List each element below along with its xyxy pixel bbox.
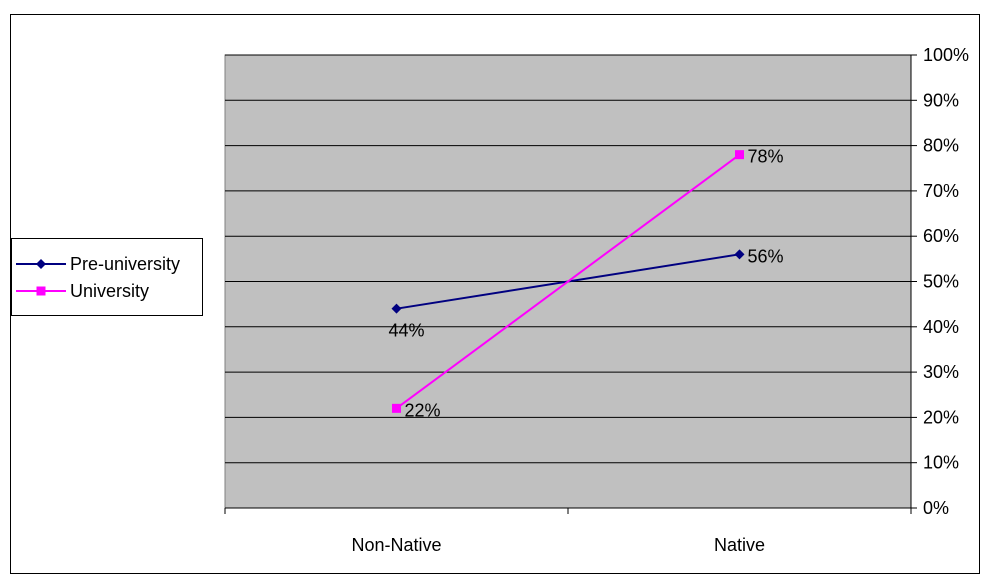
y-tick-label: 10% bbox=[923, 453, 959, 473]
legend-item-pre-university: Pre-university bbox=[12, 253, 202, 275]
data-point bbox=[391, 303, 402, 314]
data-label: 44% bbox=[389, 321, 425, 341]
x-tick-label: Non-Native bbox=[351, 535, 441, 555]
data-point bbox=[734, 249, 745, 260]
legend: Pre-university University bbox=[11, 238, 203, 316]
data-label: 78% bbox=[748, 147, 784, 167]
data-label: 22% bbox=[405, 400, 441, 420]
x-tick-label: Native bbox=[714, 535, 765, 555]
y-tick-label: 50% bbox=[923, 272, 959, 292]
y-tick-label: 40% bbox=[923, 317, 959, 337]
series-line bbox=[395, 153, 741, 410]
y-tick-label: 60% bbox=[923, 226, 959, 246]
gridlines bbox=[225, 54, 911, 464]
legend-item-university: University bbox=[12, 280, 202, 302]
y-tick-label: 30% bbox=[923, 362, 959, 382]
y-tick-label: 70% bbox=[923, 181, 959, 201]
series-group bbox=[391, 150, 745, 413]
square-marker-icon bbox=[16, 286, 66, 296]
data-point bbox=[735, 150, 744, 160]
diamond-marker-icon bbox=[16, 259, 66, 269]
data-label: 56% bbox=[748, 246, 784, 266]
y-tick-label: 80% bbox=[923, 136, 959, 156]
y-tick-label: 0% bbox=[923, 498, 949, 518]
y-tick-label: 20% bbox=[923, 407, 959, 427]
legend-label-university: University bbox=[70, 281, 150, 301]
x-axis: Non-Native Native bbox=[224, 507, 912, 555]
data-labels: 44% 56% 22% 78% bbox=[389, 147, 784, 421]
data-point bbox=[392, 403, 401, 413]
y-axis: 0% 10% 20% 30% 40% 50% 60% 70% 80% 90% 100% bbox=[910, 45, 969, 518]
y-tick-label: 100% bbox=[923, 45, 969, 65]
y-tick-label: 90% bbox=[923, 90, 959, 110]
legend-label-pre-university: Pre-university bbox=[70, 254, 181, 274]
